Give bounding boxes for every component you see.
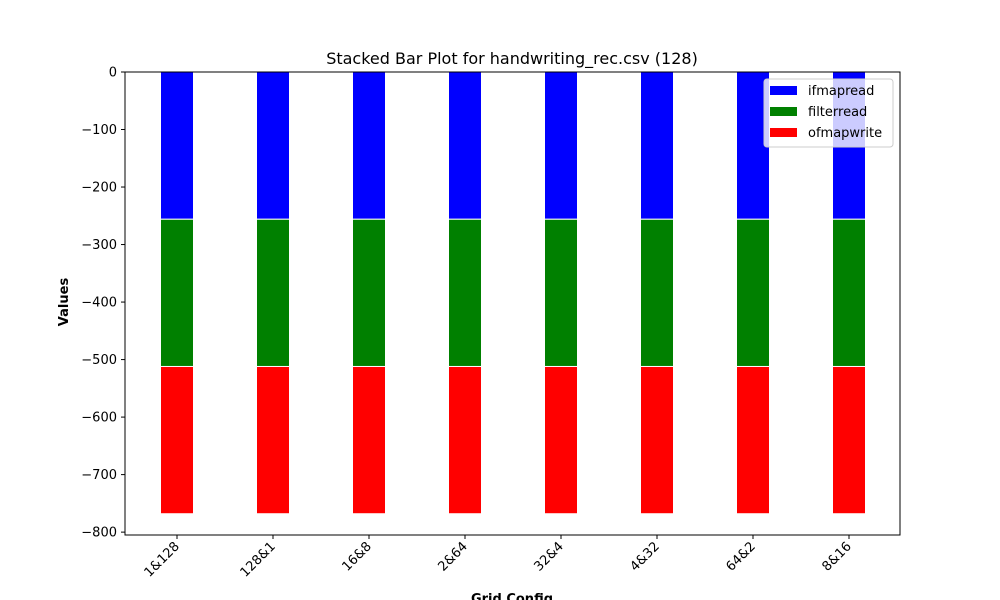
bar-segment-filterread-4 bbox=[544, 218, 578, 367]
y-tick-label: −700 bbox=[81, 468, 117, 483]
bar-segment-ofmapwrite-3 bbox=[448, 365, 482, 515]
chart-title: Stacked Bar Plot for handwriting_rec.csv… bbox=[326, 49, 698, 69]
legend-swatch-ofmapwrite bbox=[770, 128, 797, 137]
bar-segment-filterread-0 bbox=[160, 218, 194, 367]
bar-segment-filterread-5 bbox=[640, 218, 674, 367]
bar-segment-ifmapread-0 bbox=[160, 71, 194, 220]
legend-swatch-filterread bbox=[770, 107, 797, 116]
y-tick-label: −600 bbox=[81, 411, 117, 426]
bar-segment-filterread-6 bbox=[736, 218, 770, 367]
y-tick-label: −800 bbox=[81, 526, 117, 541]
plot-area-frame bbox=[124, 71, 901, 536]
bar-segment-ifmapread-2 bbox=[352, 71, 386, 220]
bar-segment-ofmapwrite-2 bbox=[352, 365, 386, 515]
y-axis: 0 −100 −200 −300 −400 −500 −600 −700 −800 bbox=[81, 66, 125, 541]
y-tick-label: −500 bbox=[81, 353, 117, 368]
x-axis-label: Grid Config bbox=[471, 592, 553, 600]
legend-label-ofmapwrite: ofmapwrite bbox=[808, 126, 882, 141]
bar-segment-ofmapwrite-7 bbox=[832, 365, 866, 515]
y-tick-label: −400 bbox=[81, 296, 117, 311]
bar-segment-ifmapread-4 bbox=[544, 71, 578, 220]
bar-segment-filterread-2 bbox=[352, 218, 386, 367]
y-tick-label: −300 bbox=[81, 238, 117, 253]
legend-label-filterread: filterread bbox=[808, 105, 867, 120]
y-tick-label: −200 bbox=[81, 181, 117, 196]
bar-segment-ofmapwrite-0 bbox=[160, 365, 194, 515]
y-tick-label: 0 bbox=[109, 66, 117, 81]
bar-segment-filterread-7 bbox=[832, 218, 866, 367]
bar-segment-ifmapread-5 bbox=[640, 71, 674, 220]
legend-swatch-ifmapread bbox=[770, 86, 797, 95]
bar-segment-ofmapwrite-5 bbox=[640, 365, 674, 515]
legend: ifmapread filterread ofmapwrite bbox=[763, 78, 894, 148]
legend-label-ifmapread: ifmapread bbox=[808, 84, 874, 99]
bar-segment-ifmapread-3 bbox=[448, 71, 482, 220]
bar-segment-ifmapread-1 bbox=[256, 71, 290, 220]
bar-segment-ofmapwrite-6 bbox=[736, 365, 770, 515]
y-tick-label: −100 bbox=[81, 123, 117, 138]
bar-segment-ofmapwrite-1 bbox=[256, 365, 290, 515]
bar-segment-ofmapwrite-4 bbox=[544, 365, 578, 515]
y-axis-label: Values bbox=[57, 278, 72, 327]
bar-segment-filterread-1 bbox=[256, 218, 290, 367]
bar-segment-filterread-3 bbox=[448, 218, 482, 367]
